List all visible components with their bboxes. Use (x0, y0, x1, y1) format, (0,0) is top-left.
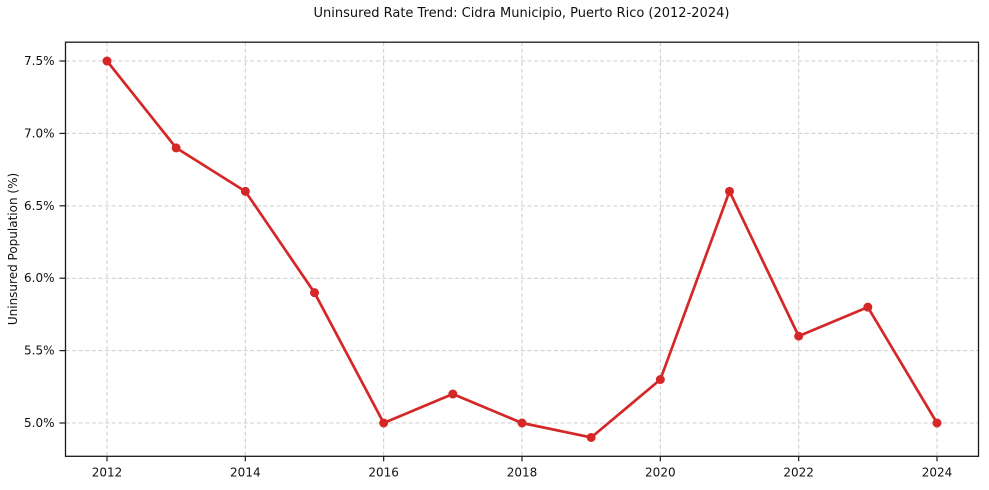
y-tick-label-5: 5.0% (24, 416, 55, 430)
y-tick-label-6.5: 6.5% (24, 199, 55, 213)
x-tick-label-2022: 2022 (783, 465, 814, 479)
y-axis: 5.0% 5.5% 6.0% 6.5% 7.0% 7.5% (24, 54, 66, 430)
data-point-2022 (794, 331, 804, 341)
data-point-2021 (725, 186, 734, 196)
data-point-2014 (240, 186, 250, 196)
data-point-2020 (655, 375, 665, 385)
data-point-2013 (171, 143, 181, 153)
x-tick-label-2014: 2014 (230, 465, 261, 479)
data-points (102, 56, 942, 442)
grid (65, 42, 979, 457)
x-tick-label-2016: 2016 (368, 465, 399, 479)
data-point-2016 (379, 418, 389, 428)
data-point-2017 (448, 389, 458, 399)
y-tick-label-7: 7.0% (24, 126, 55, 140)
y-tick-label-6: 6.0% (24, 271, 55, 285)
data-point-2024 (932, 418, 942, 428)
data-point-2023 (863, 302, 873, 312)
chart-title: Uninsured Rate Trend: Cidra Municipio, P… (313, 6, 730, 21)
x-tick-label-2012: 2012 (92, 465, 123, 479)
x-tick-label-2018: 2018 (507, 465, 538, 479)
data-point-2018 (517, 418, 527, 428)
y-tick-label-7.5: 7.5% (24, 54, 55, 68)
x-tick-label-2020: 2020 (645, 465, 676, 479)
y-tick-label-5.5: 5.5% (24, 344, 55, 358)
data-point-2012 (102, 56, 112, 66)
data-point-2019 (586, 432, 596, 442)
x-axis: 2012 2014 2016 2018 2020 2022 2024 (92, 456, 953, 479)
data-point-2015 (310, 288, 319, 298)
x-tick-label-2024: 2024 (922, 465, 953, 479)
